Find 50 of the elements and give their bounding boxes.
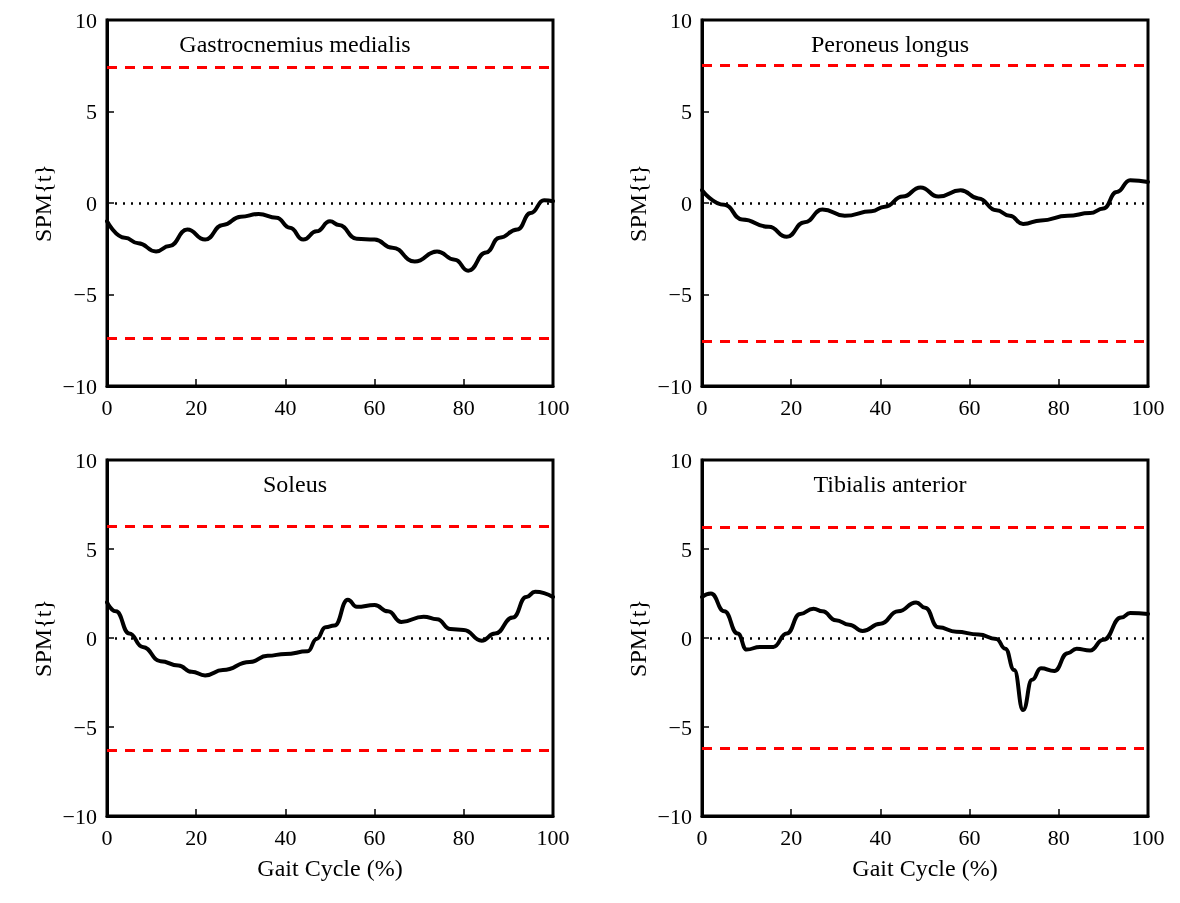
y-tick-label: 0	[681, 625, 692, 651]
y-tick-label: −10	[657, 373, 692, 399]
x-axis-title: Gait Cycle (%)	[852, 855, 998, 881]
y-axis-title: SPM{t}	[30, 164, 56, 242]
x-tick-label: 20	[185, 824, 208, 850]
x-tick-label: 40	[869, 824, 892, 850]
x-tick-label: 20	[185, 394, 208, 420]
y-axis-title: SPM{t}	[30, 599, 56, 677]
x-tick-label: 60	[958, 394, 981, 420]
x-tick-label: 100	[1131, 824, 1165, 850]
y-tick-label: −10	[62, 373, 97, 399]
y-tick-label: 5	[86, 536, 97, 562]
chart-title: Tibialis anterior	[813, 471, 967, 497]
y-tick-label: 0	[86, 625, 97, 651]
y-tick-label: −10	[62, 803, 97, 829]
x-tick-label: 40	[274, 824, 297, 850]
y-tick-label: −5	[668, 714, 692, 740]
y-tick-label: −5	[668, 282, 692, 307]
x-tick-label: 80	[1047, 824, 1070, 850]
y-tick-label: 10	[670, 447, 692, 473]
y-tick-label: 0	[86, 190, 97, 216]
x-tick-label: 80	[1047, 394, 1070, 420]
x-tick-label: 60	[958, 824, 981, 850]
y-tick-label: 0	[681, 190, 692, 216]
x-tick-label: 80	[452, 824, 475, 850]
y-tick-label: 10	[75, 447, 97, 473]
x-tick-label: 100	[536, 824, 570, 850]
y-tick-label: 10	[75, 7, 97, 33]
x-tick-label: 40	[869, 394, 892, 420]
chart-title: Peroneus longus	[811, 31, 969, 57]
y-axis-title: SPM{t}	[625, 599, 651, 677]
chart-title: Gastrocnemius medialis	[179, 31, 411, 57]
x-axis-title: Gait Cycle (%)	[257, 855, 403, 881]
y-axis-title: SPM{t}	[625, 164, 651, 242]
y-tick-label: 5	[681, 536, 692, 562]
y-tick-label: −5	[73, 714, 97, 740]
y-tick-label: 10	[670, 7, 692, 33]
x-tick-label: 60	[363, 394, 386, 420]
x-tick-label: 100	[536, 394, 570, 420]
x-tick-label: 20	[780, 394, 803, 420]
y-tick-label: 5	[681, 99, 692, 124]
chart-title: Soleus	[262, 471, 328, 497]
x-tick-label: 60	[363, 824, 386, 850]
x-tick-label: 100	[1131, 394, 1165, 420]
y-tick-label: −10	[657, 803, 692, 829]
x-tick-label: 80	[452, 394, 475, 420]
x-tick-label: 20	[780, 824, 803, 850]
x-tick-label: 40	[274, 394, 297, 420]
y-tick-label: −5	[73, 282, 97, 307]
y-tick-label: 5	[86, 99, 97, 124]
